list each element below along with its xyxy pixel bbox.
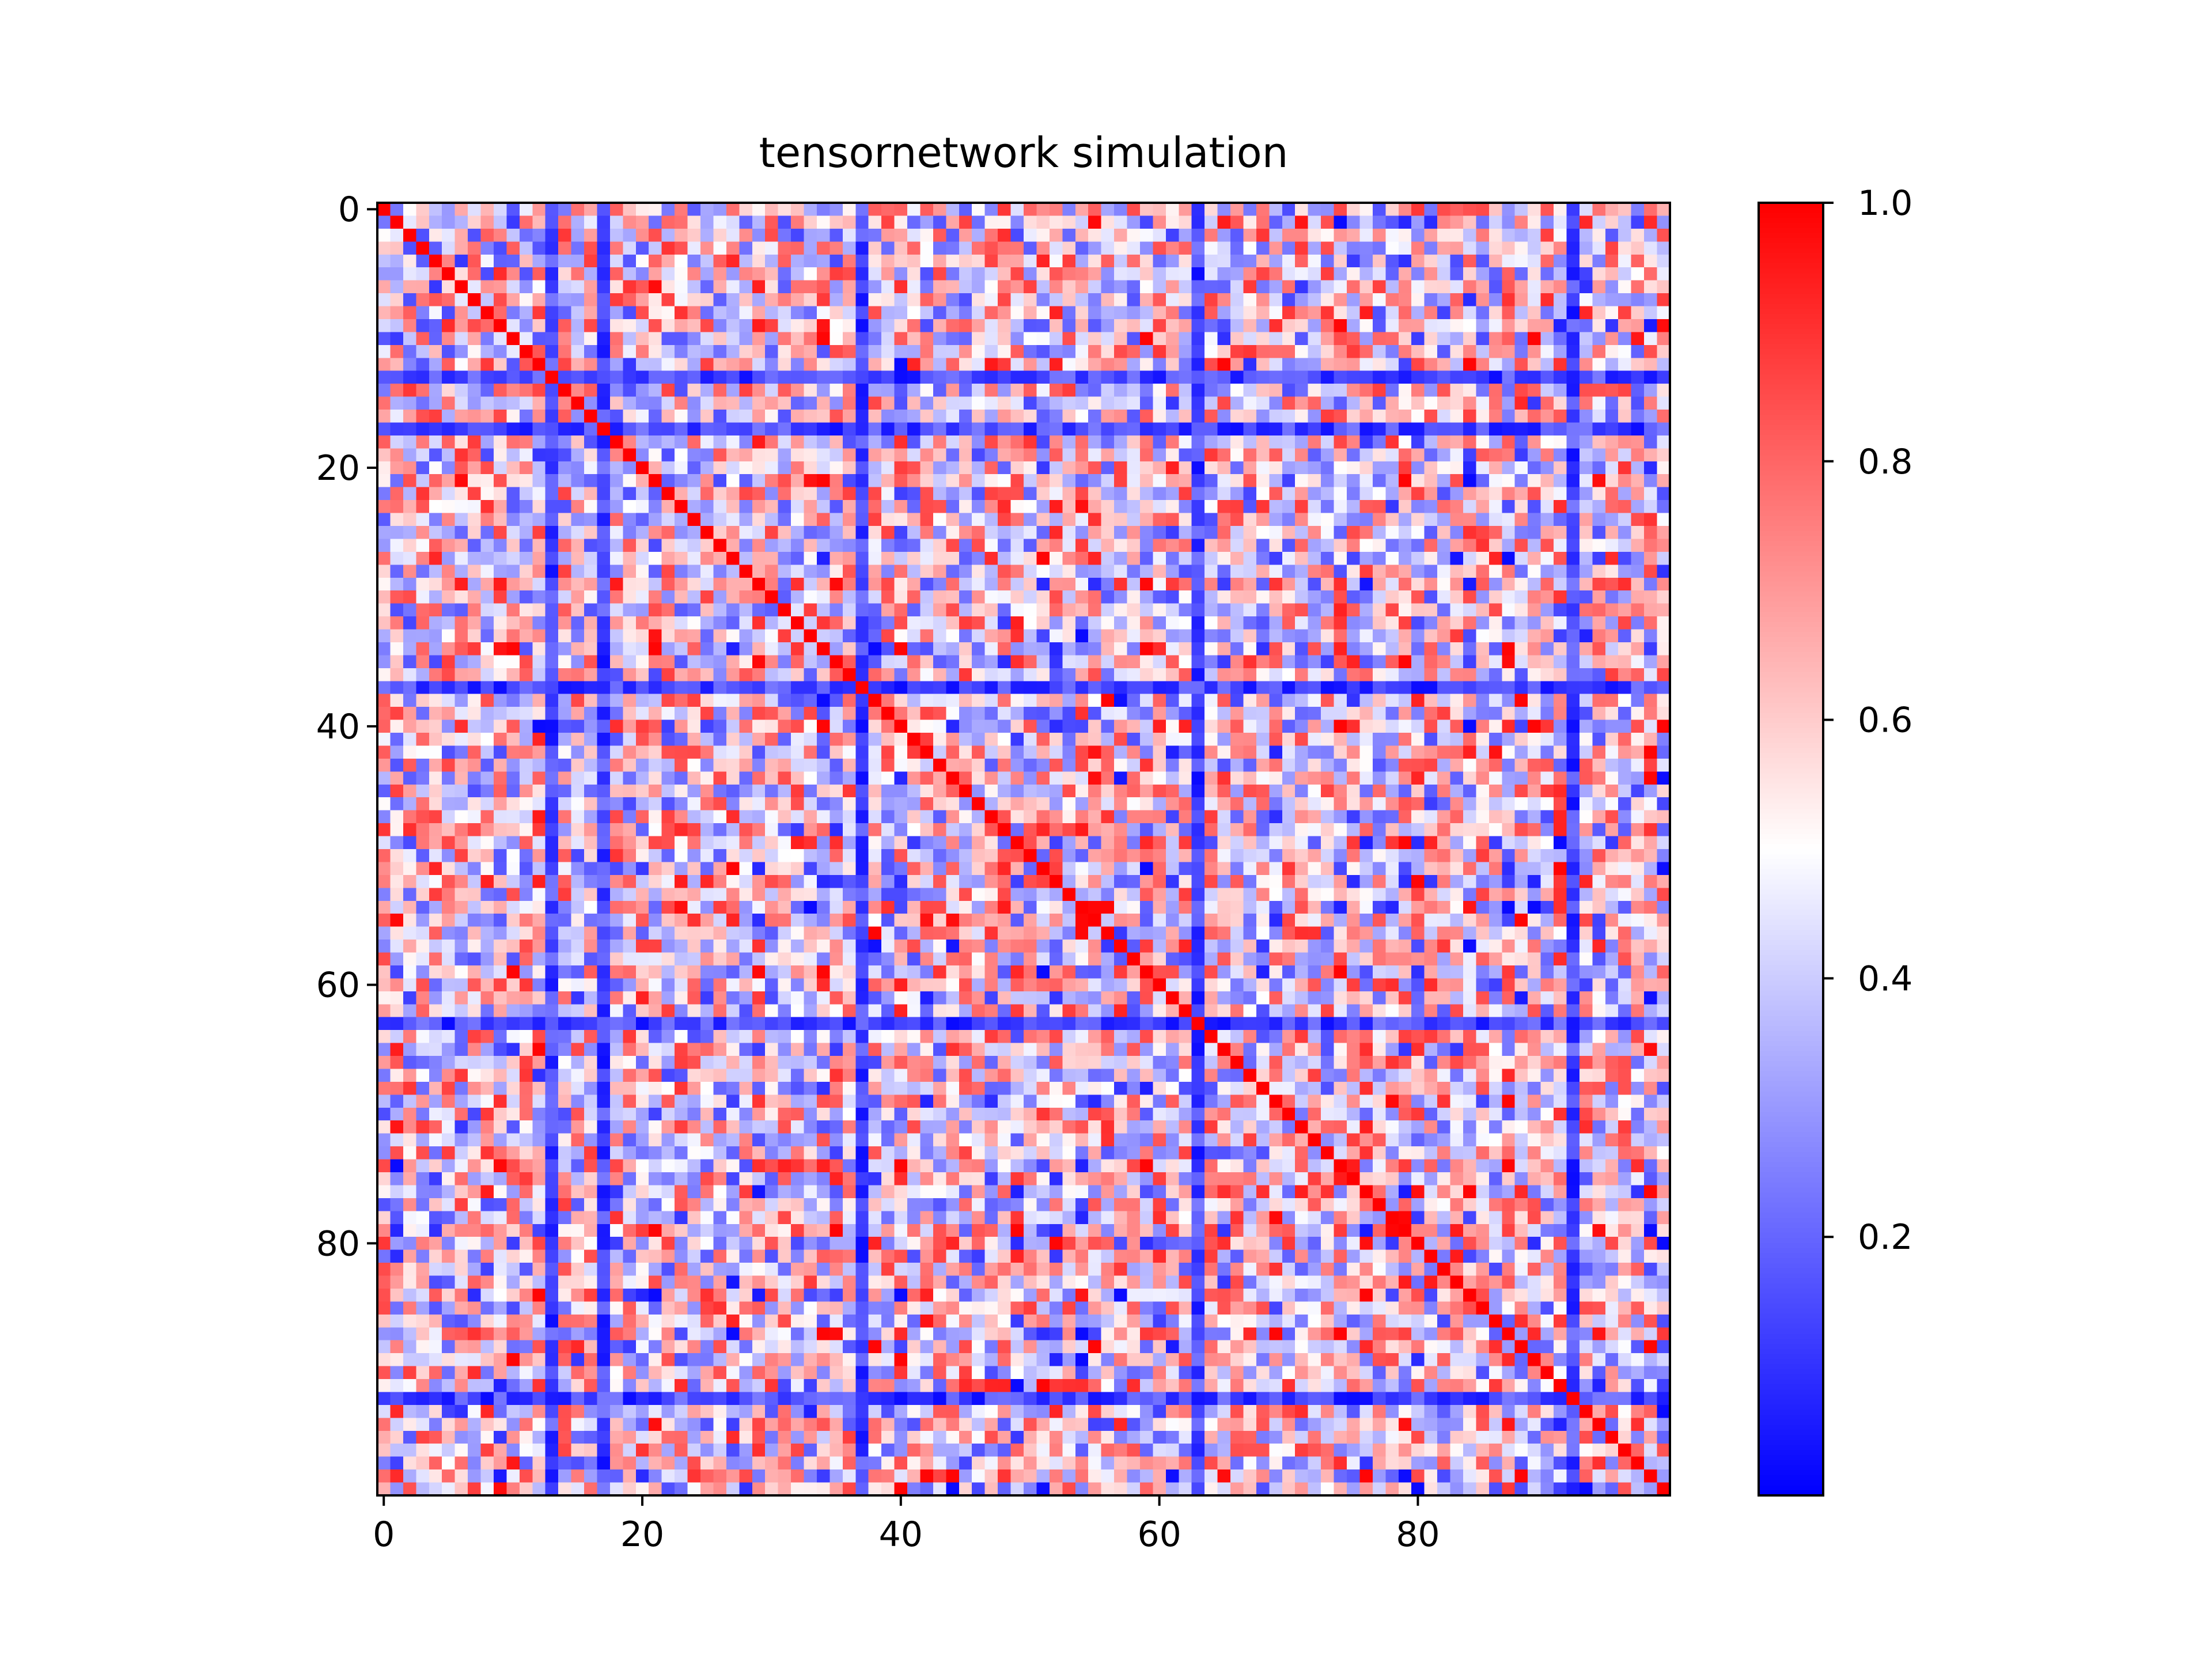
y-tick-label: 80	[316, 1224, 360, 1264]
colorbar-tick-label: 0.6	[1858, 700, 1912, 741]
y-tick-label: 40	[316, 707, 360, 747]
colorbar-tick-label: 0.4	[1858, 959, 1912, 999]
x-tick-label: 40	[879, 1514, 923, 1555]
y-tick-label: 60	[316, 965, 360, 1006]
chart-title: tensornetwork simulation	[759, 128, 1289, 177]
heatmap-frame	[376, 202, 1671, 1497]
heatmap-cells	[377, 203, 1670, 1495]
x-tick-label: 0	[373, 1514, 395, 1555]
colorbar-frame	[1758, 202, 1824, 1497]
y-tick-label: 0	[338, 190, 360, 230]
x-tick-label: 60	[1137, 1514, 1181, 1555]
colorbar-tick-label: 0.8	[1858, 442, 1912, 482]
colorbar-tick-label: 0.2	[1858, 1217, 1912, 1257]
colorbar-gradient	[1759, 203, 1823, 1495]
colorbar-tick-label: 1.0	[1858, 183, 1912, 224]
colorbar-ticks: 0.2 0.4 0.6 0.8 1.0	[1823, 183, 1912, 1257]
x-tick-label: 20	[620, 1514, 664, 1555]
y-tick-label: 20	[316, 448, 360, 488]
x-tick-label: 80	[1396, 1514, 1440, 1555]
y-axis-ticks: 0 20 40 60 80	[316, 190, 377, 1264]
x-axis-ticks: 0 20 40 60 80	[373, 1495, 1440, 1555]
